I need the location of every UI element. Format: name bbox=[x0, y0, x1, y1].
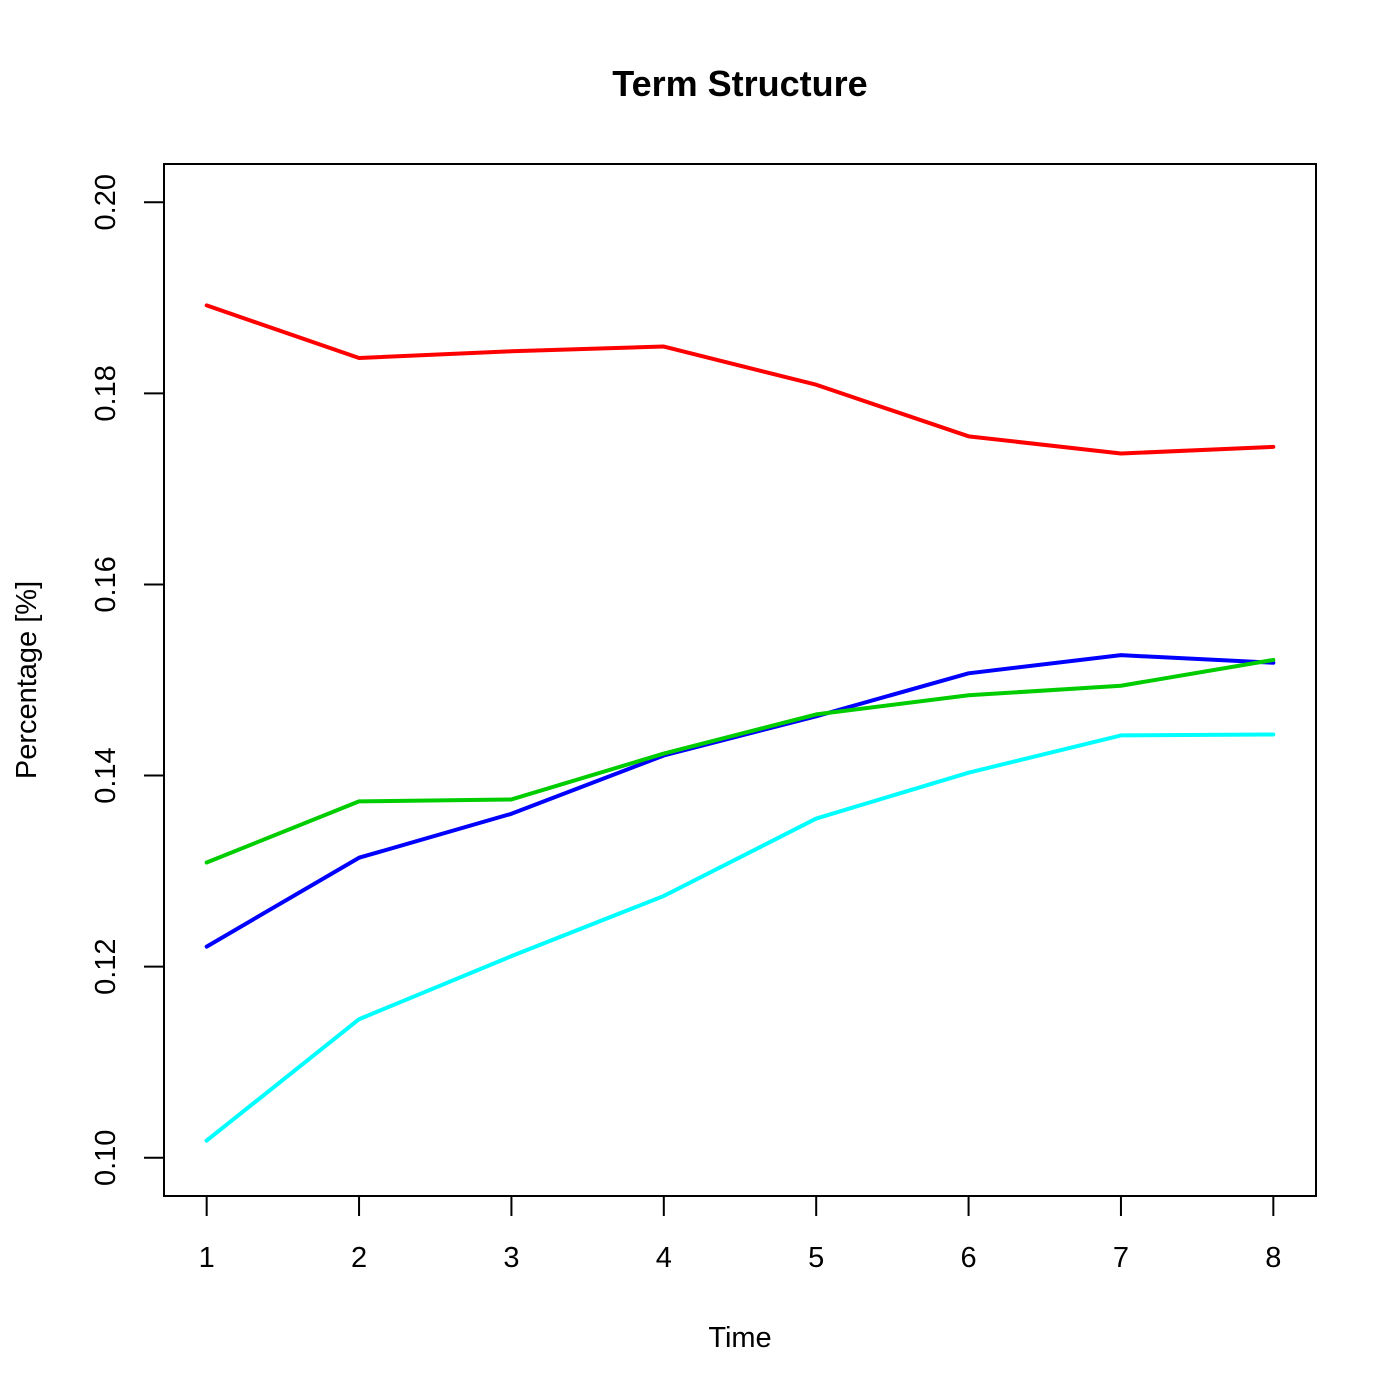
y-tick-label-0.16: 0.16 bbox=[90, 556, 122, 612]
x-axis: 1 2 3 4 5 6 7 8 bbox=[199, 1195, 1281, 1274]
y-axis: 0.10 0.12 0.14 0.16 0.18 0.20 bbox=[90, 174, 165, 1186]
y-tick-label-0.18: 0.18 bbox=[90, 365, 122, 421]
series-line-3 bbox=[204, 657, 1276, 865]
x-tick-label-1: 1 bbox=[199, 1242, 215, 1274]
series-line-1 bbox=[204, 303, 1276, 456]
y-tick-label-0.10: 0.10 bbox=[90, 1130, 122, 1186]
y-tick-label-0.20: 0.20 bbox=[90, 174, 122, 230]
x-tick-label-4: 4 bbox=[656, 1242, 672, 1274]
x-tick-label-6: 6 bbox=[961, 1242, 977, 1274]
x-tick-label-8: 8 bbox=[1265, 1242, 1281, 1274]
x-axis-label: Time bbox=[708, 1322, 771, 1354]
y-axis-label: Percentage [%] bbox=[11, 581, 43, 779]
series-group bbox=[204, 303, 1276, 1143]
series-line-4 bbox=[204, 732, 1276, 1143]
y-tick-label-0.14: 0.14 bbox=[90, 747, 122, 803]
x-tick-label-7: 7 bbox=[1113, 1242, 1129, 1274]
x-tick-label-2: 2 bbox=[351, 1242, 367, 1274]
x-tick-label-3: 3 bbox=[503, 1242, 519, 1274]
x-tick-label-5: 5 bbox=[808, 1242, 824, 1274]
chart-title: Term Structure bbox=[612, 63, 867, 104]
y-tick-label-0.12: 0.12 bbox=[90, 938, 122, 994]
